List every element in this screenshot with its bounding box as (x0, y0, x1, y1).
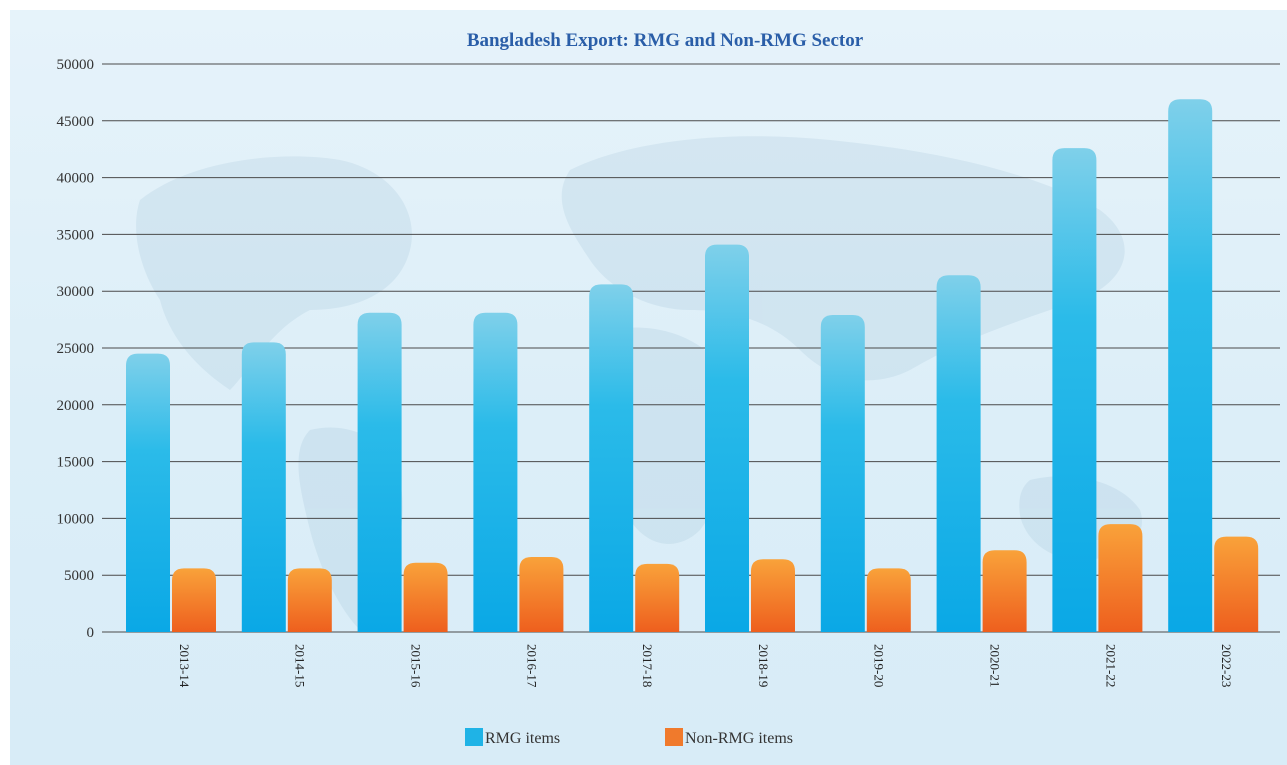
x-tick-label: 2014-15 (293, 644, 308, 687)
x-tick-label: 2016-17 (524, 644, 539, 688)
bar-rmg (1168, 99, 1213, 632)
legend-swatch-rmg (465, 728, 483, 746)
x-tick-label: 2022-23 (1219, 644, 1234, 687)
bar-non-rmg (287, 568, 332, 632)
y-tick-label: 30000 (57, 284, 95, 300)
bar-non-rmg (519, 557, 564, 632)
x-tick-label: 2015-16 (409, 644, 424, 688)
bar-chart: 0 5000 10000 15000 20000 25000 30000 35000 40000… (57, 30, 1280, 747)
x-tick-label: 2019-20 (872, 644, 887, 687)
chart-title: Bangladesh Export: RMG and Non-RMG Secto… (467, 30, 864, 51)
bar-rmg (936, 275, 981, 632)
x-tick-label: 2018-19 (756, 644, 771, 687)
x-tick-label: 2013-14 (177, 644, 192, 688)
bar-rmg (357, 312, 402, 632)
bar-non-rmg (172, 568, 216, 632)
bar-non-rmg (866, 568, 911, 632)
bar-rmg (1052, 148, 1097, 632)
bar-non-rmg (1098, 524, 1143, 632)
x-tick-label: 2020-21 (988, 644, 1003, 687)
y-tick-label: 20000 (57, 398, 95, 414)
x-tick-label: 2017-18 (640, 644, 655, 687)
bar-non-rmg (751, 559, 795, 632)
bar-rmg (241, 342, 286, 632)
y-tick-label: 10000 (57, 511, 95, 527)
x-tick-label: 2021-22 (1103, 644, 1118, 687)
y-tick-label: 40000 (57, 171, 95, 187)
legend: RMG items Non-RMG items (465, 728, 793, 747)
y-tick-label: 0 (87, 625, 95, 641)
y-tick-label: 45000 (57, 114, 95, 130)
y-tick-label: 5000 (64, 568, 94, 584)
bar-rmg (705, 244, 749, 632)
chart-container: 0 5000 10000 15000 20000 25000 30000 35000 40000… (10, 10, 1287, 765)
bar-rmg (820, 315, 865, 632)
bar-rmg (473, 312, 518, 632)
bar-rmg (126, 353, 170, 632)
y-tick-label: 25000 (57, 341, 95, 357)
legend-label-non-rmg: Non-RMG items (685, 730, 793, 747)
legend-label-rmg: RMG items (485, 730, 560, 747)
bar-rmg (589, 284, 634, 632)
y-tick-label: 50000 (57, 57, 95, 73)
y-tick-label: 15000 (57, 455, 95, 471)
y-tick-label: 35000 (57, 227, 95, 243)
bar-non-rmg (982, 550, 1027, 632)
legend-swatch-non-rmg (665, 728, 683, 746)
bar-non-rmg (403, 562, 448, 632)
bars (126, 99, 1259, 632)
bar-non-rmg (1214, 536, 1259, 632)
bar-non-rmg (635, 563, 680, 632)
